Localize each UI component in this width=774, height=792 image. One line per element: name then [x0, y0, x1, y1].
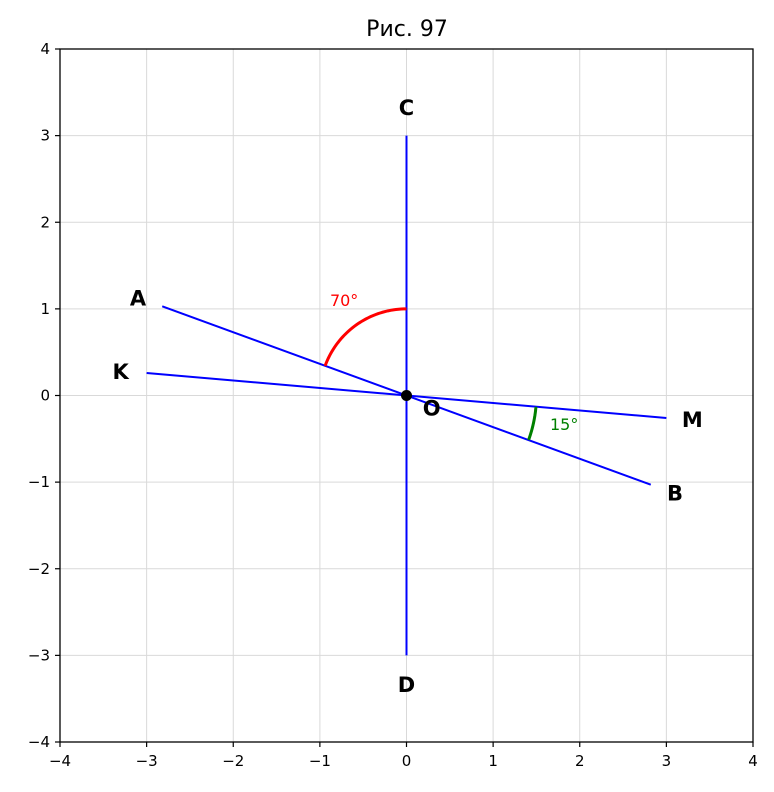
x-tick-label: 0 [402, 752, 412, 770]
angle-label-red: 70° [330, 291, 358, 310]
y-tick-label: 0 [40, 387, 50, 405]
x-tick-label: 2 [575, 752, 585, 770]
x-tick-label: −1 [309, 752, 331, 770]
point-labels: C D A B K M O [112, 96, 702, 697]
axis-ticks: −4 −3 −2 −1 0 1 2 3 4 −4 −3 −2 −1 0 1 2 3 4 [28, 40, 758, 770]
point-label-a: A [130, 287, 147, 311]
point-label-c: C [399, 96, 414, 120]
y-tick-label: −2 [28, 560, 50, 578]
angle-arc-green [527, 406, 538, 441]
y-tick-label: 1 [40, 300, 50, 318]
plot-frame [59, 48, 754, 743]
y-tick-label: −4 [28, 733, 50, 751]
y-tick-label: −3 [28, 646, 50, 664]
angle-label-green: 15° [550, 415, 578, 434]
point-label-k: K [112, 360, 129, 384]
y-tick-label: 2 [40, 213, 50, 231]
center-point-dot [401, 390, 412, 401]
point-label-m: M [682, 408, 703, 432]
y-tick-label: −1 [28, 473, 50, 491]
point-label-o: O [423, 397, 441, 421]
x-tick-label: 4 [748, 752, 758, 770]
x-tick-label: −4 [49, 752, 71, 770]
x-tick-label: −3 [136, 752, 158, 770]
angle-arc-red [323, 307, 407, 367]
y-tick-label: 4 [40, 40, 50, 58]
x-tick-label: −2 [222, 752, 244, 770]
x-tick-label: 1 [488, 752, 498, 770]
y-tick-label: 3 [40, 127, 50, 145]
point-label-d: D [398, 673, 415, 697]
angle-arcs: 70° 15° [323, 291, 578, 441]
x-tick-label: 3 [662, 752, 672, 770]
point-label-b: B [667, 482, 683, 506]
figure-title: Рис. 97 [366, 17, 448, 42]
